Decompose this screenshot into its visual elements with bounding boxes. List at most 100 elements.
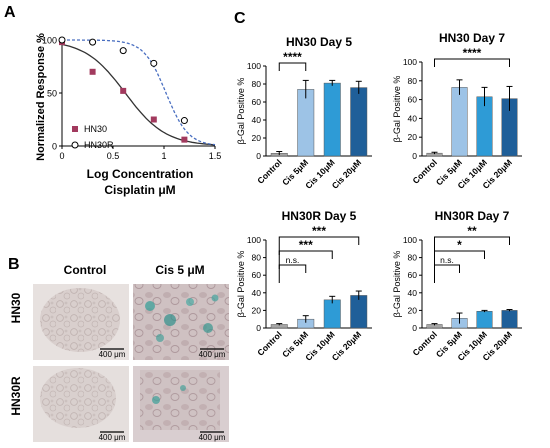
- significance-bracket: [434, 58, 510, 67]
- micrograph-hn30-control: [33, 284, 129, 360]
- y-axis-label: β-Gal Positive %: [236, 251, 246, 318]
- x-tick-label: Cis 20μM: [330, 157, 363, 190]
- scale-bar-4: 400 μm: [199, 431, 226, 442]
- chart-title: HN30R Day 7: [435, 209, 510, 223]
- x-tick-label: 1: [161, 151, 166, 161]
- x-axis-label: Log Concentration: [87, 167, 194, 181]
- y-tick-label: 40: [252, 288, 262, 298]
- bar-chart-grid: HN30 Day 5 β-Gal Positive % 0 20 40 60 80 100 Co…: [236, 31, 522, 363]
- data-point-hn30: [181, 136, 188, 143]
- svg-text:400 μm: 400 μm: [99, 433, 126, 442]
- significance-label: ***: [312, 224, 326, 238]
- y-tick-label: 80: [252, 253, 262, 263]
- y-axis-label: β-Gal Positive %: [392, 251, 402, 318]
- significance-bracket: [278, 236, 360, 255]
- y-tick-label: 0: [412, 151, 417, 161]
- bar: [323, 299, 341, 329]
- svg-text:400 μm: 400 μm: [99, 350, 126, 359]
- chart-title: HN30 Day 7: [439, 31, 505, 45]
- scale-bar-3: 400 μm: [99, 431, 126, 442]
- fit-curve-hn30r: [62, 39, 216, 146]
- scale-bar-2: 400 μm: [199, 348, 226, 359]
- y-tick-label: 20: [408, 305, 418, 315]
- significance-label: n.s.: [286, 255, 300, 265]
- col-header-cis: Cis 5 μM: [155, 263, 204, 277]
- data-point-hn30: [89, 68, 96, 75]
- x-tick-label: 0: [59, 151, 64, 161]
- panel-label-c: C: [234, 10, 246, 27]
- data-point-hn30r: [89, 38, 97, 46]
- data-point-hn30r: [150, 59, 158, 67]
- y-axis-label: Normalized Response %: [35, 33, 47, 161]
- significance-label: ****: [463, 46, 482, 60]
- significance-bracket: [434, 250, 485, 269]
- fit-curve-hn30: [61, 43, 216, 146]
- significance-label: *: [457, 238, 462, 252]
- y-tick-label: 0: [412, 323, 417, 333]
- significance-label: **: [467, 224, 477, 238]
- y-tick-label: 20: [408, 132, 418, 142]
- panel-label-b: B: [8, 256, 20, 273]
- y-tick-label: 20: [252, 133, 262, 143]
- significance-bracket: [278, 250, 333, 269]
- data-point-hn30r: [180, 117, 188, 125]
- legend-marker-hn30r: [71, 141, 79, 149]
- micrograph-panel: Control Cis 5 μM HN30 HN30R 400 μm 400 μ…: [9, 263, 229, 442]
- bar: [350, 87, 368, 157]
- data-point-hn30r: [58, 36, 66, 44]
- x-tick-label: Control: [255, 157, 283, 185]
- data-point-hn30: [120, 87, 127, 94]
- y-tick-label: 40: [408, 113, 418, 123]
- legend-label: HN30R: [84, 140, 114, 150]
- y-tick-label: 80: [252, 79, 262, 89]
- legend-marker-hn30: [72, 126, 78, 132]
- data-point-hn30: [150, 116, 157, 123]
- y-tick-label: 60: [408, 95, 418, 105]
- col-header-control: Control: [64, 263, 107, 277]
- svg-text:400 μm: 400 μm: [199, 350, 226, 359]
- y-tick-label: 100: [247, 235, 261, 245]
- y-tick-label: 60: [252, 97, 262, 107]
- y-tick-label: 0: [256, 151, 261, 161]
- y-tick-label: 100: [403, 235, 417, 245]
- bar: [350, 295, 368, 329]
- bar: [476, 311, 493, 329]
- y-axis-label: β-Gal Positive %: [236, 78, 246, 145]
- micrograph-hn30r-control: [33, 366, 129, 442]
- micrograph-hn30-cis: [133, 284, 229, 360]
- x-tick-label: Cis 20μM: [330, 329, 363, 362]
- bar: [501, 310, 518, 329]
- bar: [323, 82, 341, 157]
- chart-title: HN30R Day 5: [282, 209, 357, 223]
- x-axis-label-unit: Cisplatin μM: [104, 183, 175, 197]
- significance-bracket: [278, 264, 307, 283]
- significance-bracket: [434, 264, 460, 283]
- x-tick-label: 1.5: [209, 151, 222, 161]
- y-tick-label: 80: [408, 76, 418, 86]
- row-label-hn30: HN30: [9, 292, 23, 323]
- y-tick-label: 40: [252, 115, 262, 125]
- y-tick-label: 60: [252, 270, 262, 280]
- significance-label: ****: [283, 50, 302, 64]
- x-tick-label: Control: [255, 329, 283, 357]
- panel-label-a: A: [4, 4, 16, 21]
- y-tick-label: 100: [247, 61, 261, 71]
- y-tick-label: 0: [52, 142, 57, 152]
- bar: [451, 87, 468, 157]
- y-tick-label: 40: [408, 288, 418, 298]
- significance-label: n.s.: [440, 255, 454, 265]
- dose-response-chart: 0 50 100 0 0.5 1 1.5 Normalized Response % Log C…: [35, 33, 222, 197]
- significance-label: ***: [299, 238, 313, 252]
- y-axis-label: β-Gal Positive %: [392, 76, 402, 143]
- scale-bar-1: 400 μm: [99, 348, 126, 359]
- chart-title: HN30 Day 5: [286, 35, 352, 49]
- row-label-hn30r: HN30R: [9, 376, 23, 416]
- micrograph-hn30r-cis: [133, 366, 229, 442]
- y-tick-label: 50: [47, 89, 57, 99]
- bar: [297, 89, 315, 157]
- y-tick-label: 60: [408, 270, 418, 280]
- data-point-hn30r: [119, 47, 127, 55]
- x-tick-label: 0.5: [107, 151, 120, 161]
- y-tick-label: 100: [403, 57, 417, 67]
- y-tick-label: 0: [256, 323, 261, 333]
